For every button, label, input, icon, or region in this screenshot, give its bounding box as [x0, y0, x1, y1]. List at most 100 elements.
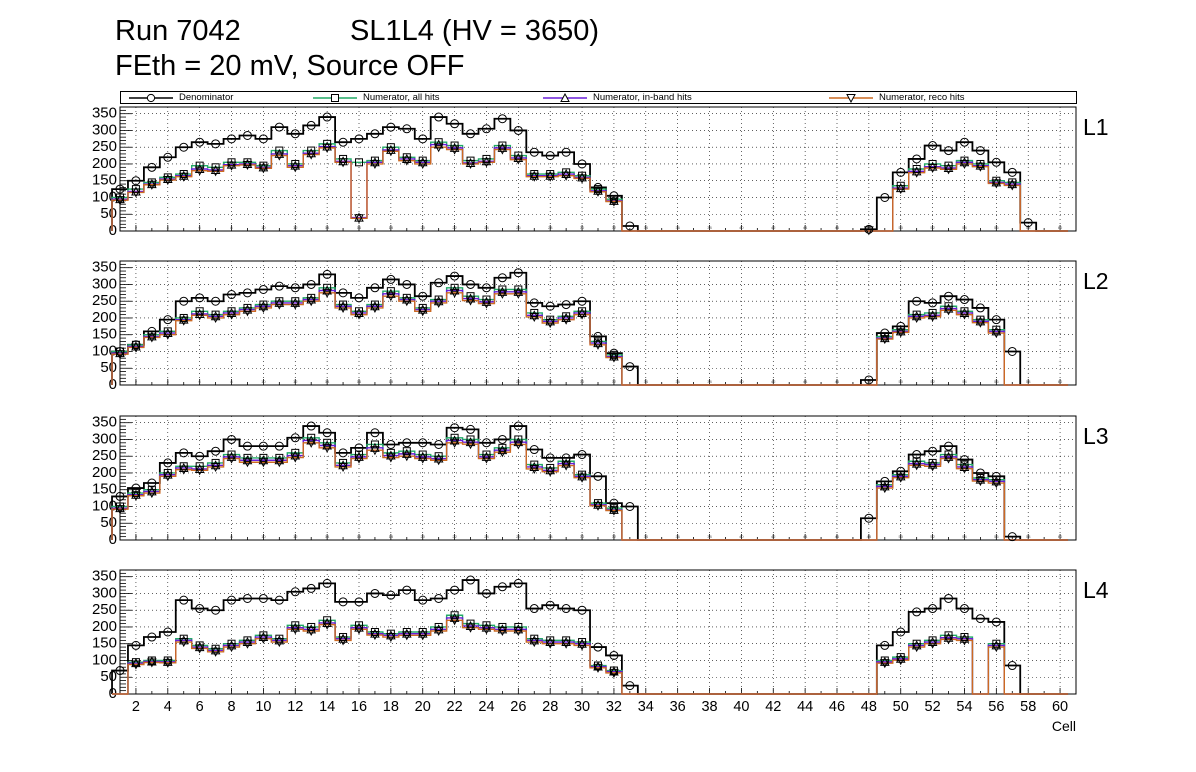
data-point-triangle-up [433, 296, 444, 306]
data-point-triangle-down [306, 438, 317, 448]
data-point-triangle-up [609, 666, 619, 676]
x-tick-label: 34 [644, 534, 649, 539]
data-point-triangle-up [115, 194, 125, 204]
data-point-triangle-down [258, 164, 269, 174]
data-point-triangle-down [115, 350, 125, 360]
data-point-triangle-down [147, 333, 157, 343]
y-tick-label: 250 [92, 138, 117, 155]
data-point-circle [115, 184, 125, 194]
data-point-triangle-up [927, 459, 938, 469]
x-tick-label: 42 [765, 699, 781, 715]
data-point-triangle-down [194, 311, 205, 321]
data-point-triangle-up [226, 640, 237, 650]
data-point-triangle-up [306, 294, 317, 304]
run-title: Run 7042 [115, 15, 241, 47]
data-point-triangle-down [593, 663, 603, 673]
data-point-triangle-down [609, 506, 619, 516]
data-point-triangle-down [529, 172, 540, 182]
x-tick-label: 40 [733, 699, 749, 715]
data-point-square [339, 458, 348, 467]
data-point-triangle-up [226, 307, 237, 317]
x-tick-label: 16 [357, 534, 362, 539]
data-point-circle [195, 604, 205, 614]
data-point-triangle-down [593, 501, 603, 511]
data-point-square [944, 302, 953, 311]
data-point-square [195, 161, 204, 170]
x-tick-label: 60 [1052, 699, 1068, 715]
data-point-circle [115, 491, 125, 501]
data-point-circle [211, 296, 221, 306]
data-point-triangle-down [401, 631, 412, 641]
data-point-square [466, 435, 475, 444]
data-point-triangle-down [895, 185, 906, 195]
data-point-triangle-down [226, 161, 237, 171]
data-point-triangle-down [370, 303, 380, 313]
data-point-circle [561, 300, 571, 310]
data-point-circle [481, 283, 491, 293]
data-point-triangle-up [593, 185, 603, 195]
data-point-triangle-up [417, 451, 428, 461]
data-point-circle [959, 604, 969, 614]
data-point-square [370, 440, 379, 449]
data-point-triangle-down [306, 297, 317, 307]
data-point-triangle-up [338, 301, 348, 311]
data-point-square [498, 443, 507, 452]
data-point-triangle-up [943, 303, 954, 313]
series-line-numerator-reco-hits [111, 292, 1069, 386]
data-point-triangle-up [895, 326, 906, 336]
data-point-triangle-down [386, 453, 396, 463]
data-point-circle [242, 441, 252, 451]
data-point-triangle-down [481, 299, 492, 309]
data-point-circle [131, 176, 141, 186]
data-point-square [323, 139, 332, 148]
x-tick-label: 42 [771, 379, 776, 384]
data-point-triangle-up [210, 460, 221, 470]
x-tick-label: 20 [415, 699, 431, 715]
data-point-circle [513, 125, 523, 135]
data-point-circle [322, 428, 332, 438]
data-point-circle [450, 585, 460, 595]
x-tick-label: 32 [606, 699, 622, 715]
data-point-circle [258, 441, 268, 451]
data-point-triangle-down [147, 658, 157, 668]
data-point-triangle-down [529, 638, 540, 648]
data-point-circle [115, 666, 125, 676]
data-point-triangle-up [943, 632, 954, 642]
data-point-triangle-down [545, 172, 556, 182]
x-tick-label: 60 [1058, 534, 1063, 539]
data-point-triangle-up [210, 311, 221, 321]
data-point-circle [991, 157, 1001, 167]
legend: Denominator Numerator, all hits Numerato… [120, 91, 1077, 104]
data-point-triangle-up [577, 307, 587, 317]
x-tick-label: 36 [675, 225, 680, 230]
data-point-triangle-up [545, 636, 556, 647]
data-point-triangle-up [465, 620, 476, 630]
data-point-triangle-up [561, 168, 571, 179]
data-point-triangle-down [879, 335, 890, 345]
data-point-circle [593, 471, 603, 481]
panel-frame [119, 415, 1077, 541]
data-point-square [450, 433, 459, 442]
data-point-triangle-up [178, 635, 189, 645]
data-point-circle [370, 588, 380, 598]
y-tick-label: 200 [92, 464, 117, 481]
data-point-circle [434, 278, 444, 288]
data-point-triangle-down [258, 634, 269, 644]
data-point-circle [609, 650, 619, 660]
x-tick-label: 4 [167, 534, 170, 539]
x-tick-label: 54 [962, 225, 967, 230]
data-point-triangle-down [481, 158, 492, 168]
data-point-triangle-up [513, 152, 524, 162]
data-point-square [944, 450, 953, 459]
legend-entry-denominator: Denominator [129, 92, 233, 103]
y-tick-label: 150 [92, 326, 117, 343]
y-tick-label: 300 [92, 275, 117, 292]
data-point-circle [211, 605, 221, 615]
data-point-circle [227, 290, 237, 300]
x-tick-label: 48 [861, 699, 877, 715]
data-point-triangle-up [258, 301, 269, 311]
data-point-triangle-down [354, 214, 364, 224]
data-point-square [530, 308, 539, 317]
